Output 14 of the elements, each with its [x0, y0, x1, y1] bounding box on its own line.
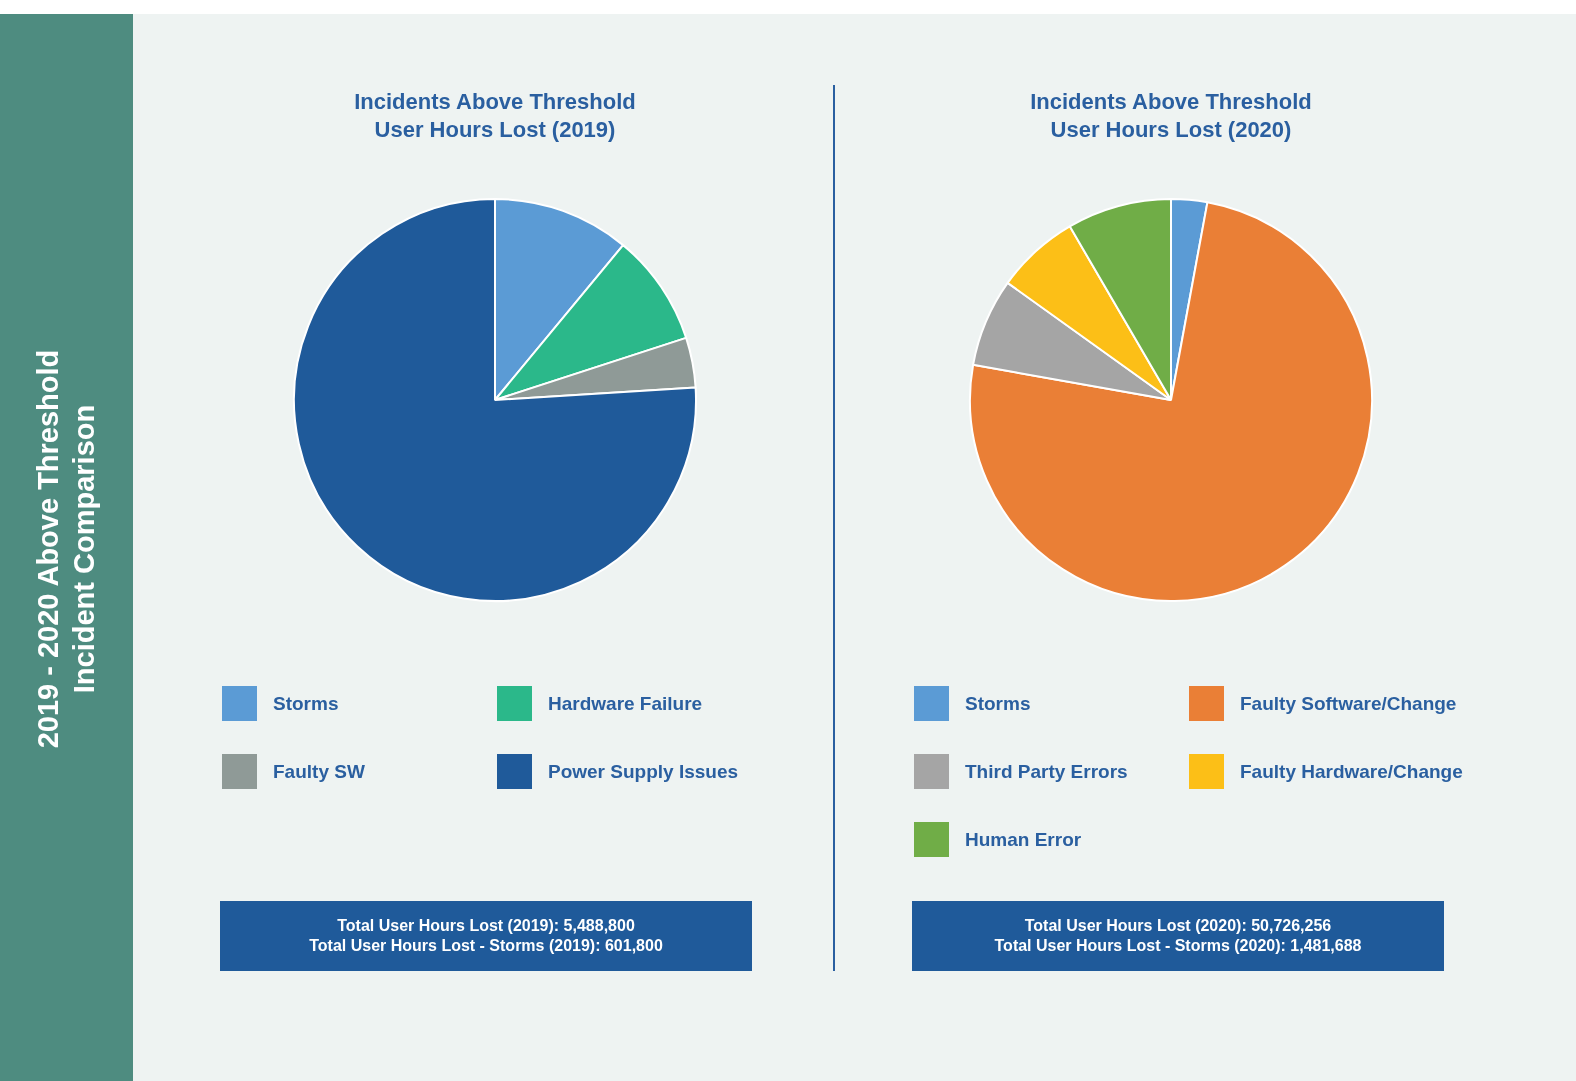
text: 2019 - 2020 Above Threshold Incident Comparison [31, 349, 101, 749]
chart-title: Incidents Above Threshold User Hours Lost (2020) [1029, 88, 1313, 144]
legend-label: Storms [965, 692, 1031, 715]
legend-label: Human Error [965, 828, 1082, 851]
chart-title: Incidents Above Threshold User Hours Lost (2019) [353, 88, 637, 144]
text: Total User Hours Lost (2019): 5,488,800 Total User Hours Lost - Storms (2019): 601,800 [220, 901, 752, 971]
legend-label: Hardware Failure [548, 692, 703, 715]
legend-label: Power Supply Issues [548, 760, 739, 783]
text: Total User Hours Lost (2020): 50,726,256 Total User Hours Lost - Storms (2020): 1,481,688 [912, 901, 1444, 971]
legend-label: Faulty SW [273, 760, 365, 783]
legend-label: Faulty Software/Change [1240, 692, 1457, 715]
legend-label: Third Party Errors [965, 760, 1128, 783]
legend-label: Storms [273, 692, 339, 715]
legend-label: Faulty Hardware/Change [1240, 760, 1463, 783]
